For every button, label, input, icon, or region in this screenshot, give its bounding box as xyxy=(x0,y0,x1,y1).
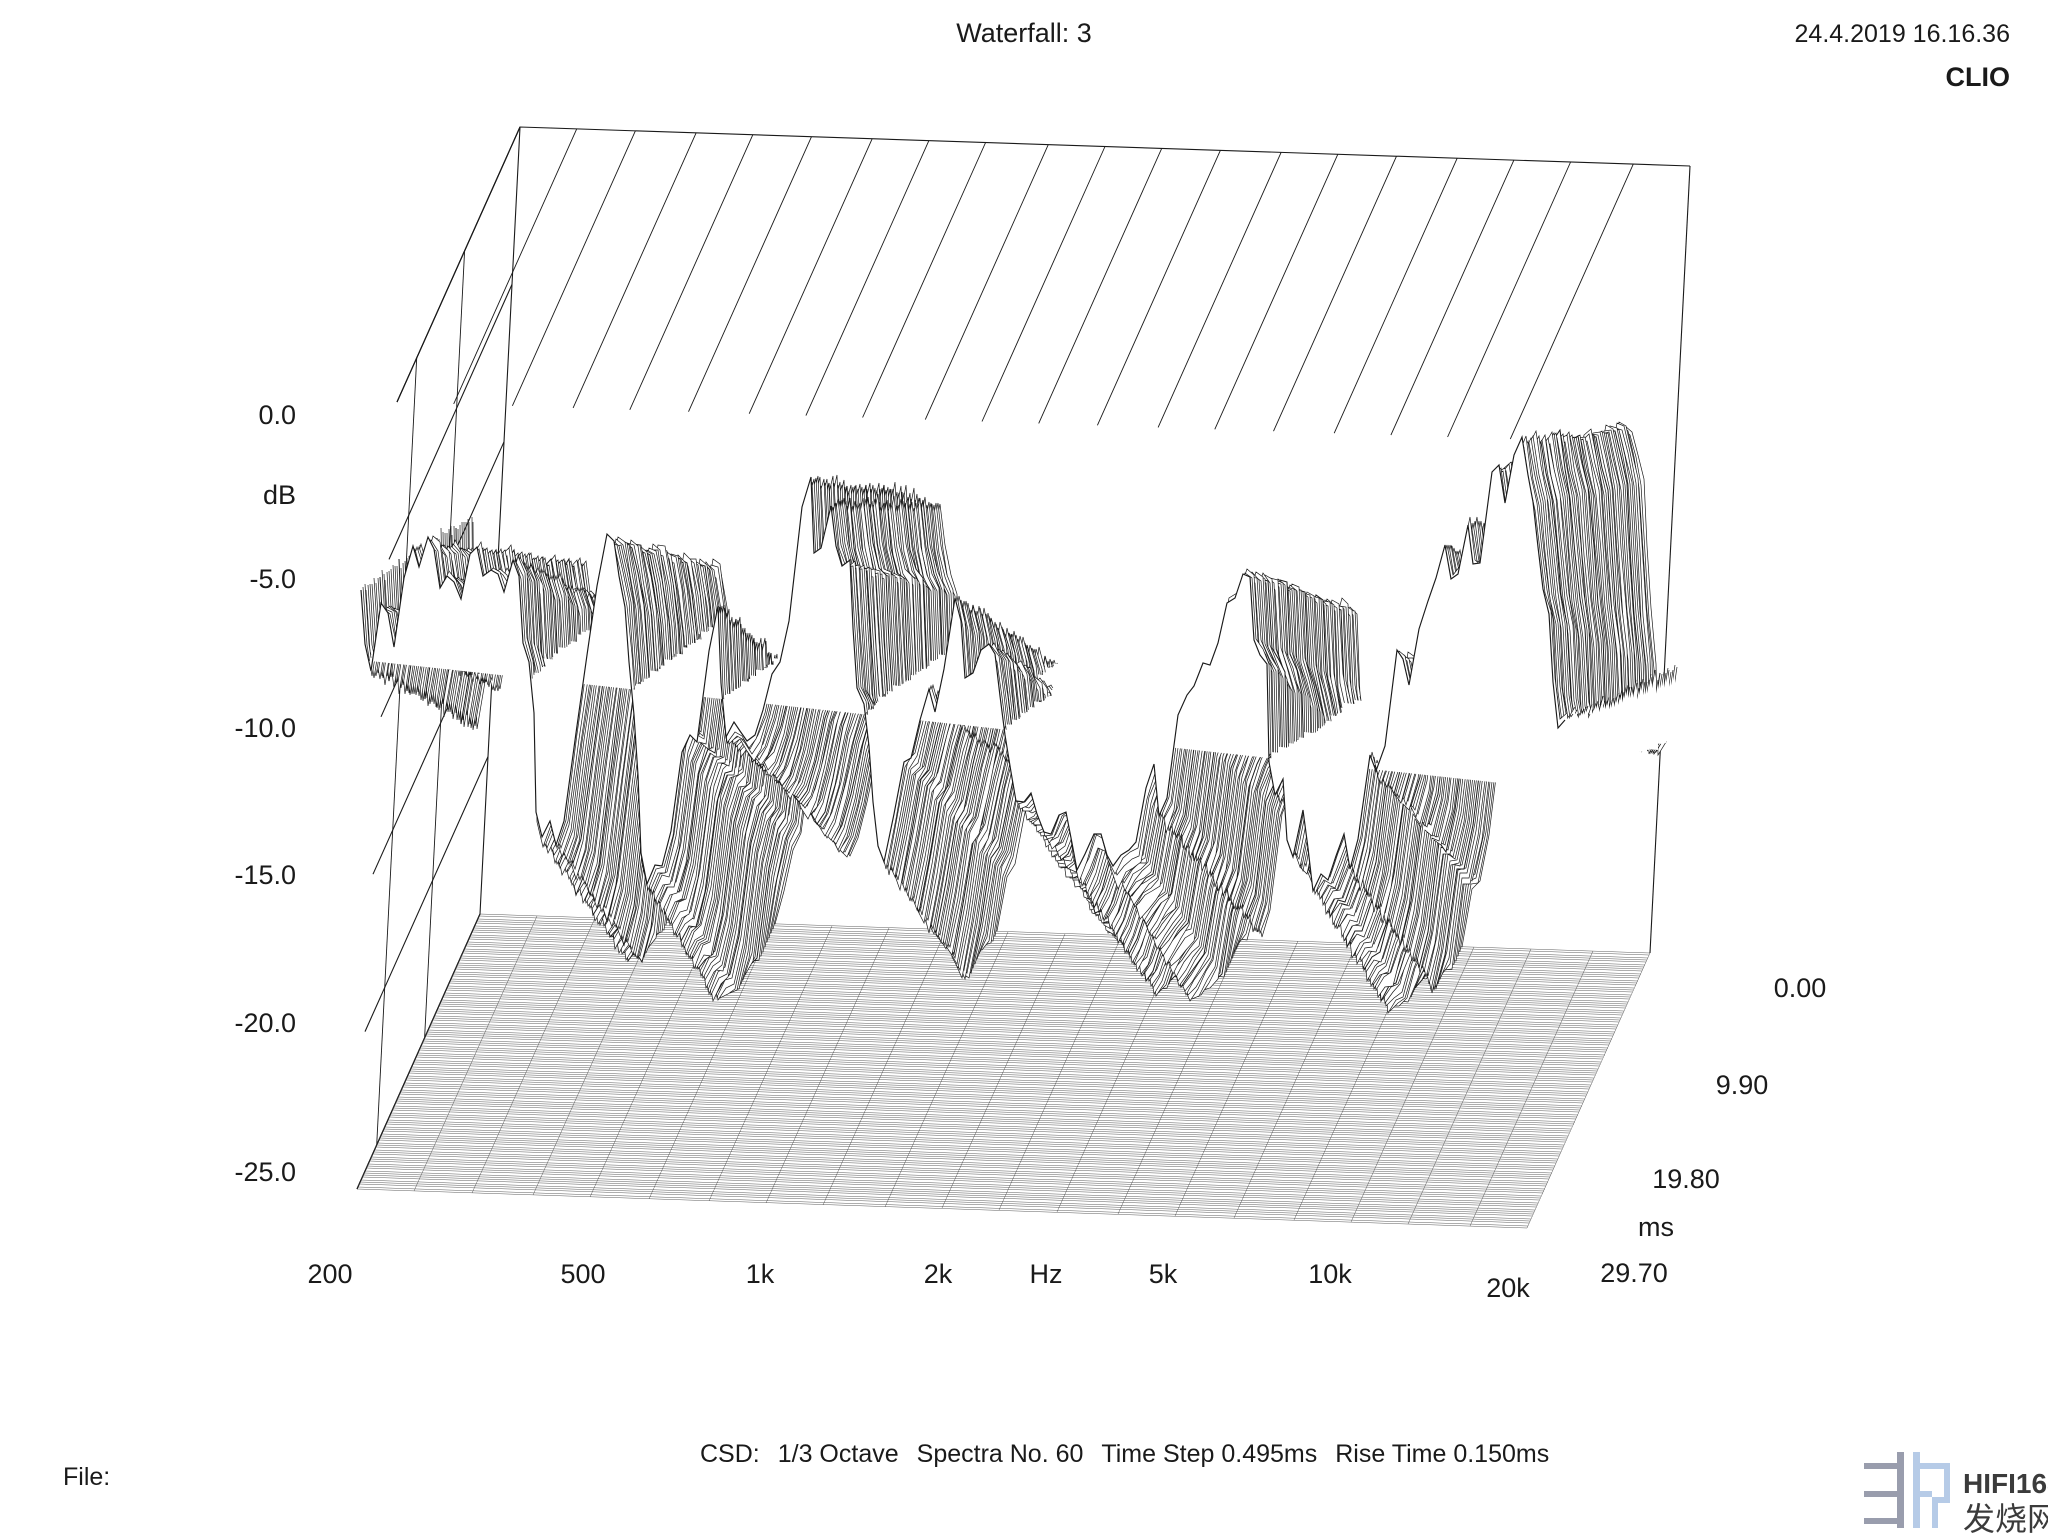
svg-text:-5.0: -5.0 xyxy=(249,564,296,594)
svg-text:Hz: Hz xyxy=(1030,1259,1063,1289)
svg-text:Waterfall: 3: Waterfall: 3 xyxy=(956,18,1092,48)
svg-text:2k: 2k xyxy=(924,1259,953,1289)
svg-text:1k: 1k xyxy=(746,1259,775,1289)
svg-text:HIFI168.com: HIFI168.com xyxy=(1963,1468,2048,1499)
svg-text:File:: File: xyxy=(63,1463,110,1491)
svg-text:0.00: 0.00 xyxy=(1774,973,1827,1003)
svg-text:24.4.2019 16.16.36: 24.4.2019 16.16.36 xyxy=(1795,20,2010,48)
svg-text:19.80: 19.80 xyxy=(1652,1164,1720,1194)
svg-text:-15.0: -15.0 xyxy=(234,860,296,890)
svg-text:dB: dB xyxy=(263,480,296,510)
svg-text:9.90: 9.90 xyxy=(1716,1070,1769,1100)
svg-text:5k: 5k xyxy=(1149,1259,1178,1289)
svg-text:200: 200 xyxy=(307,1259,352,1289)
svg-text:CLIO: CLIO xyxy=(1946,62,2011,92)
svg-text:29.70: 29.70 xyxy=(1600,1258,1668,1288)
svg-text:-10.0: -10.0 xyxy=(234,713,296,743)
svg-text:-20.0: -20.0 xyxy=(234,1008,296,1038)
svg-text:20k: 20k xyxy=(1486,1273,1530,1303)
svg-text:ms: ms xyxy=(1638,1212,1674,1242)
svg-text:0.0: 0.0 xyxy=(258,400,296,430)
svg-text:500: 500 xyxy=(560,1259,605,1289)
svg-text:10k: 10k xyxy=(1308,1259,1352,1289)
svg-text:发烧网: 发烧网 xyxy=(1963,1501,2048,1536)
svg-text:-25.0: -25.0 xyxy=(234,1157,296,1187)
